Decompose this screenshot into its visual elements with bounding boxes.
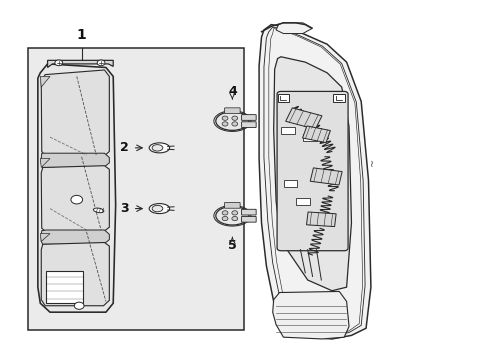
Polygon shape [47, 60, 113, 67]
Circle shape [74, 302, 84, 309]
Polygon shape [302, 126, 330, 143]
Bar [303, 134, 316, 141]
Circle shape [231, 116, 237, 120]
Ellipse shape [149, 143, 169, 153]
Bar [28, 48, 244, 330]
Ellipse shape [215, 112, 248, 130]
Circle shape [222, 122, 227, 126]
Circle shape [222, 116, 227, 120]
Bar [295, 198, 309, 205]
Bar [284, 180, 297, 187]
Polygon shape [41, 70, 109, 157]
Circle shape [97, 60, 105, 66]
Polygon shape [40, 234, 50, 242]
FancyBboxPatch shape [241, 114, 256, 120]
Bar [277, 94, 288, 102]
Polygon shape [273, 57, 351, 291]
Polygon shape [38, 64, 116, 312]
Polygon shape [41, 153, 109, 167]
Text: 2: 2 [120, 141, 128, 154]
Text: 3: 3 [120, 202, 128, 215]
FancyBboxPatch shape [224, 203, 240, 208]
Polygon shape [41, 243, 109, 306]
Ellipse shape [215, 206, 248, 225]
Polygon shape [272, 292, 348, 339]
Bar [281, 127, 294, 134]
Circle shape [231, 122, 237, 126]
Text: ~: ~ [367, 158, 378, 166]
Circle shape [55, 60, 62, 66]
Polygon shape [40, 158, 50, 167]
Polygon shape [309, 168, 342, 185]
Polygon shape [285, 108, 321, 129]
Polygon shape [41, 166, 109, 232]
Text: 4: 4 [227, 85, 236, 98]
FancyBboxPatch shape [277, 91, 347, 251]
Polygon shape [259, 24, 370, 339]
FancyBboxPatch shape [241, 209, 256, 215]
Text: 1: 1 [77, 28, 86, 42]
Ellipse shape [93, 208, 103, 213]
Bar [333, 94, 345, 102]
Ellipse shape [152, 145, 163, 151]
Bar [46, 271, 82, 303]
Text: 5: 5 [227, 239, 236, 252]
Circle shape [71, 195, 82, 204]
FancyBboxPatch shape [241, 122, 256, 127]
Polygon shape [306, 212, 335, 226]
FancyBboxPatch shape [241, 216, 256, 222]
Circle shape [222, 216, 227, 221]
Polygon shape [276, 23, 312, 33]
FancyBboxPatch shape [224, 108, 240, 113]
Ellipse shape [152, 205, 163, 212]
Ellipse shape [149, 203, 169, 213]
Circle shape [231, 216, 237, 221]
Polygon shape [41, 230, 109, 244]
Polygon shape [40, 76, 50, 87]
Circle shape [222, 211, 227, 215]
Circle shape [231, 211, 237, 215]
